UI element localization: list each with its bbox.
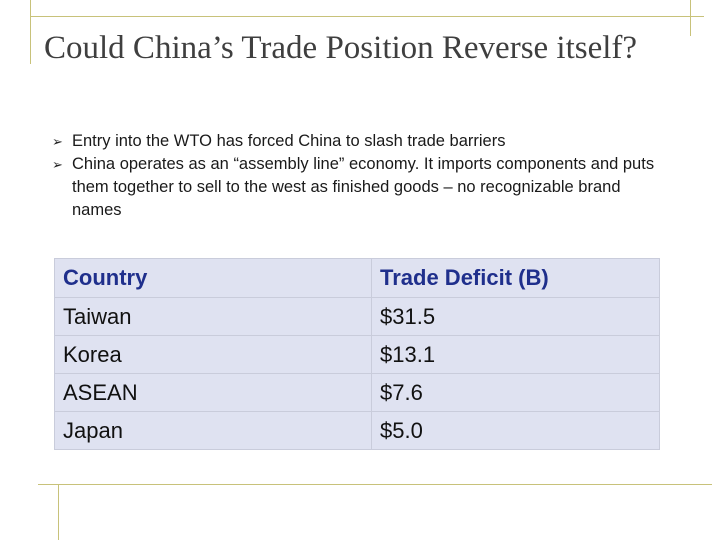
arrow-bullet-icon: ➢: [52, 157, 63, 172]
cell-deficit: $13.1: [371, 335, 660, 374]
frame-line-right: [690, 0, 691, 36]
cell-country: Japan: [54, 411, 372, 450]
trade-deficit-table: Country Trade Deficit (B) Taiwan $31.5 K…: [54, 258, 660, 450]
frame-line-left: [30, 0, 31, 64]
cell-deficit: $7.6: [371, 373, 660, 412]
cell-deficit: $31.5: [371, 297, 660, 336]
table-row: ASEAN $7.6: [54, 373, 660, 412]
bullet-text: Entry into the WTO has forced China to s…: [72, 132, 506, 150]
slide-title: Could China’s Trade Position Reverse its…: [44, 30, 638, 66]
header-trade-deficit: Trade Deficit (B): [371, 258, 660, 298]
table-header-row: Country Trade Deficit (B): [54, 258, 660, 298]
frame-line-top: [30, 16, 704, 17]
bullet-item: ➢ Entry into the WTO has forced China to…: [52, 130, 672, 153]
cell-country: ASEAN: [54, 373, 372, 412]
bullet-item: ➢ China operates as an “assembly line” e…: [52, 153, 672, 222]
table-row: Taiwan $31.5: [54, 297, 660, 336]
cell-deficit: $5.0: [371, 411, 660, 450]
table-row: Korea $13.1: [54, 335, 660, 374]
cell-country: Korea: [54, 335, 372, 374]
table-row: Japan $5.0: [54, 411, 660, 450]
cell-country: Taiwan: [54, 297, 372, 336]
bullet-text: China operates as an “assembly line” eco…: [72, 155, 655, 219]
frame-line-bottom-left: [58, 484, 59, 540]
frame-line-bottom: [38, 484, 712, 485]
arrow-bullet-icon: ➢: [52, 134, 63, 149]
bullet-list: ➢ Entry into the WTO has forced China to…: [52, 130, 672, 222]
header-country: Country: [54, 258, 372, 298]
